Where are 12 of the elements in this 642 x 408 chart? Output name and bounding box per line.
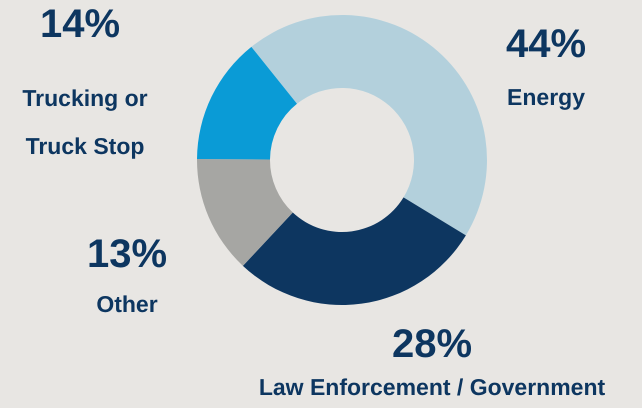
donut-slice [197,159,293,266]
slice-label: Other [96,291,158,317]
slice-label: Energy [507,84,586,110]
donut-slice [197,46,297,160]
slice-label: Law Enforcement / Government [258,374,606,400]
slice-label: Trucking or Truck Stop [22,85,148,159]
data-label: 28% [392,322,472,366]
donut-slice [251,15,487,236]
data-label: 14% [40,2,120,46]
data-label: 44% [506,22,586,66]
data-label: 13% [86,232,168,276]
donut-slice [242,197,466,305]
